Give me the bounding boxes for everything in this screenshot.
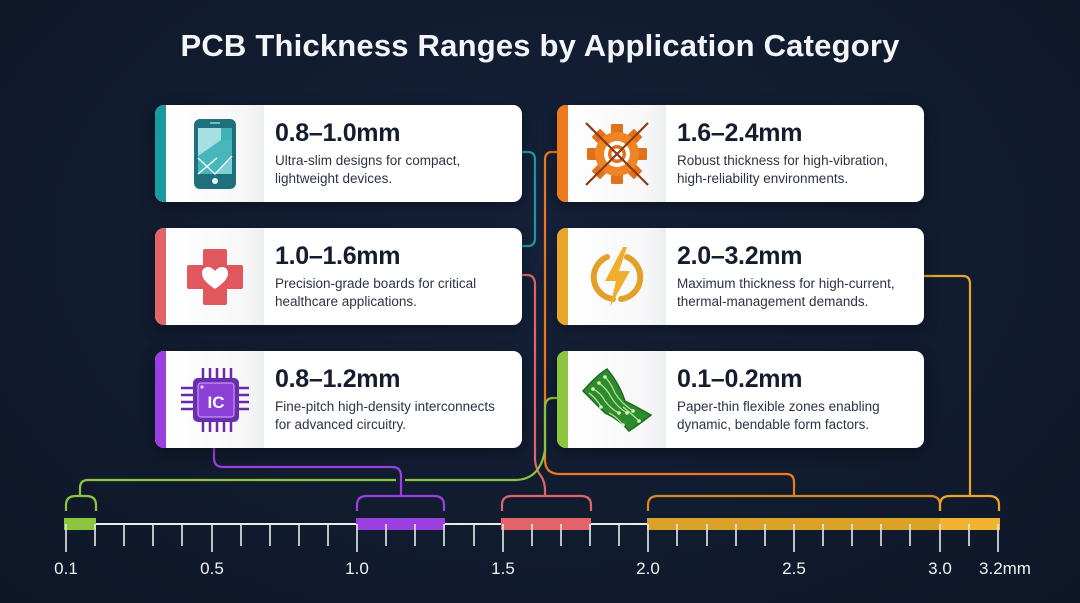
- page-title: PCB Thickness Ranges by Application Cate…: [180, 28, 900, 63]
- card-accent: [155, 351, 166, 448]
- description: Robust thickness for high-vibration, hig…: [677, 153, 888, 186]
- flex-pcb-icon: [581, 367, 653, 432]
- card-accent: [155, 105, 166, 202]
- icon-container: [166, 105, 264, 202]
- axis-label-1.5: 1.5: [491, 559, 515, 578]
- icon-container: [568, 105, 666, 202]
- connector-industrial: [543, 150, 796, 496]
- bracket-hdi: [355, 494, 446, 511]
- card-hdi: IC 0.8–1.2mm Fine-pitch high-density int…: [155, 351, 522, 448]
- card-power: 2.0–3.2mm Maximum thickness for high-cur…: [557, 228, 924, 325]
- smartphone-icon: [194, 118, 236, 189]
- medical-cross-heart-icon: [187, 248, 243, 305]
- range-value: 0.1–0.2mm: [677, 365, 803, 393]
- connector-medical: [522, 273, 547, 496]
- description: Ultra-slim designs for compact, lightwei…: [275, 153, 461, 186]
- range-bar-flex: [64, 518, 96, 530]
- description: Fine-pitch high-density interconnects fo…: [275, 399, 495, 432]
- range-value: 1.0–1.6mm: [275, 242, 401, 270]
- bracket-power: [938, 494, 1001, 511]
- connector-flex: [78, 396, 557, 496]
- axis-label-0.1: 0.1: [54, 559, 78, 578]
- card-industrial: 1.6–2.4mm Robust thickness for high-vibr…: [557, 105, 924, 202]
- axis-ticks: [65, 524, 999, 552]
- range-value: 1.6–2.4mm: [677, 119, 803, 147]
- range-value: 0.8–1.0mm: [275, 119, 401, 147]
- connector-power: [924, 274, 972, 496]
- card-accent: [557, 105, 568, 202]
- card-medical: 1.0–1.6mm Precision-grade boards for cri…: [155, 228, 522, 325]
- description: Maximum thickness for high-current, ther…: [677, 276, 895, 309]
- range-bar-hdi: [356, 518, 445, 530]
- range-value: 2.0–3.2mm: [677, 242, 803, 270]
- range-value: 0.8–1.2mm: [275, 365, 401, 393]
- axis-label-0.5: 0.5: [200, 559, 224, 578]
- icon-container: [568, 228, 666, 325]
- card-accent: [557, 351, 568, 448]
- axis-label-2.0: 2.0: [636, 559, 660, 578]
- axis-label-3.0: 3.0: [928, 559, 952, 578]
- bracket-flex: [64, 494, 98, 511]
- card-accent: [557, 228, 568, 325]
- svg-text:IC: IC: [208, 393, 225, 412]
- axis-label-3.2: 3.2mm: [979, 559, 1031, 578]
- range-bar-power: [940, 518, 1000, 530]
- ic-chip-icon: IC: [181, 367, 249, 432]
- icon-container: [568, 351, 666, 448]
- bracket-medical: [500, 494, 593, 511]
- connector-consumer: [522, 150, 537, 248]
- connector-hdi: [212, 446, 403, 496]
- axis-label-1.0: 1.0: [345, 559, 369, 578]
- icon-container: [166, 228, 264, 325]
- power-lightning-icon: [590, 246, 644, 307]
- card-consumer: 0.8–1.0mm Ultra-slim designs for compact…: [155, 105, 522, 202]
- range-bar-medical: [501, 518, 591, 530]
- description: Paper-thin flexible zones enabling dynam…: [677, 399, 880, 432]
- card-flex: 0.1–0.2mm Paper-thin flexible zones enab…: [557, 351, 924, 448]
- icon-container: IC: [166, 351, 264, 448]
- axis-label-2.5: 2.5: [782, 559, 806, 578]
- card-accent: [155, 228, 166, 325]
- description: Precision-grade boards for critical heal…: [275, 276, 477, 309]
- bracket-industrial: [646, 494, 942, 511]
- gear-crossed-icon: [585, 121, 649, 186]
